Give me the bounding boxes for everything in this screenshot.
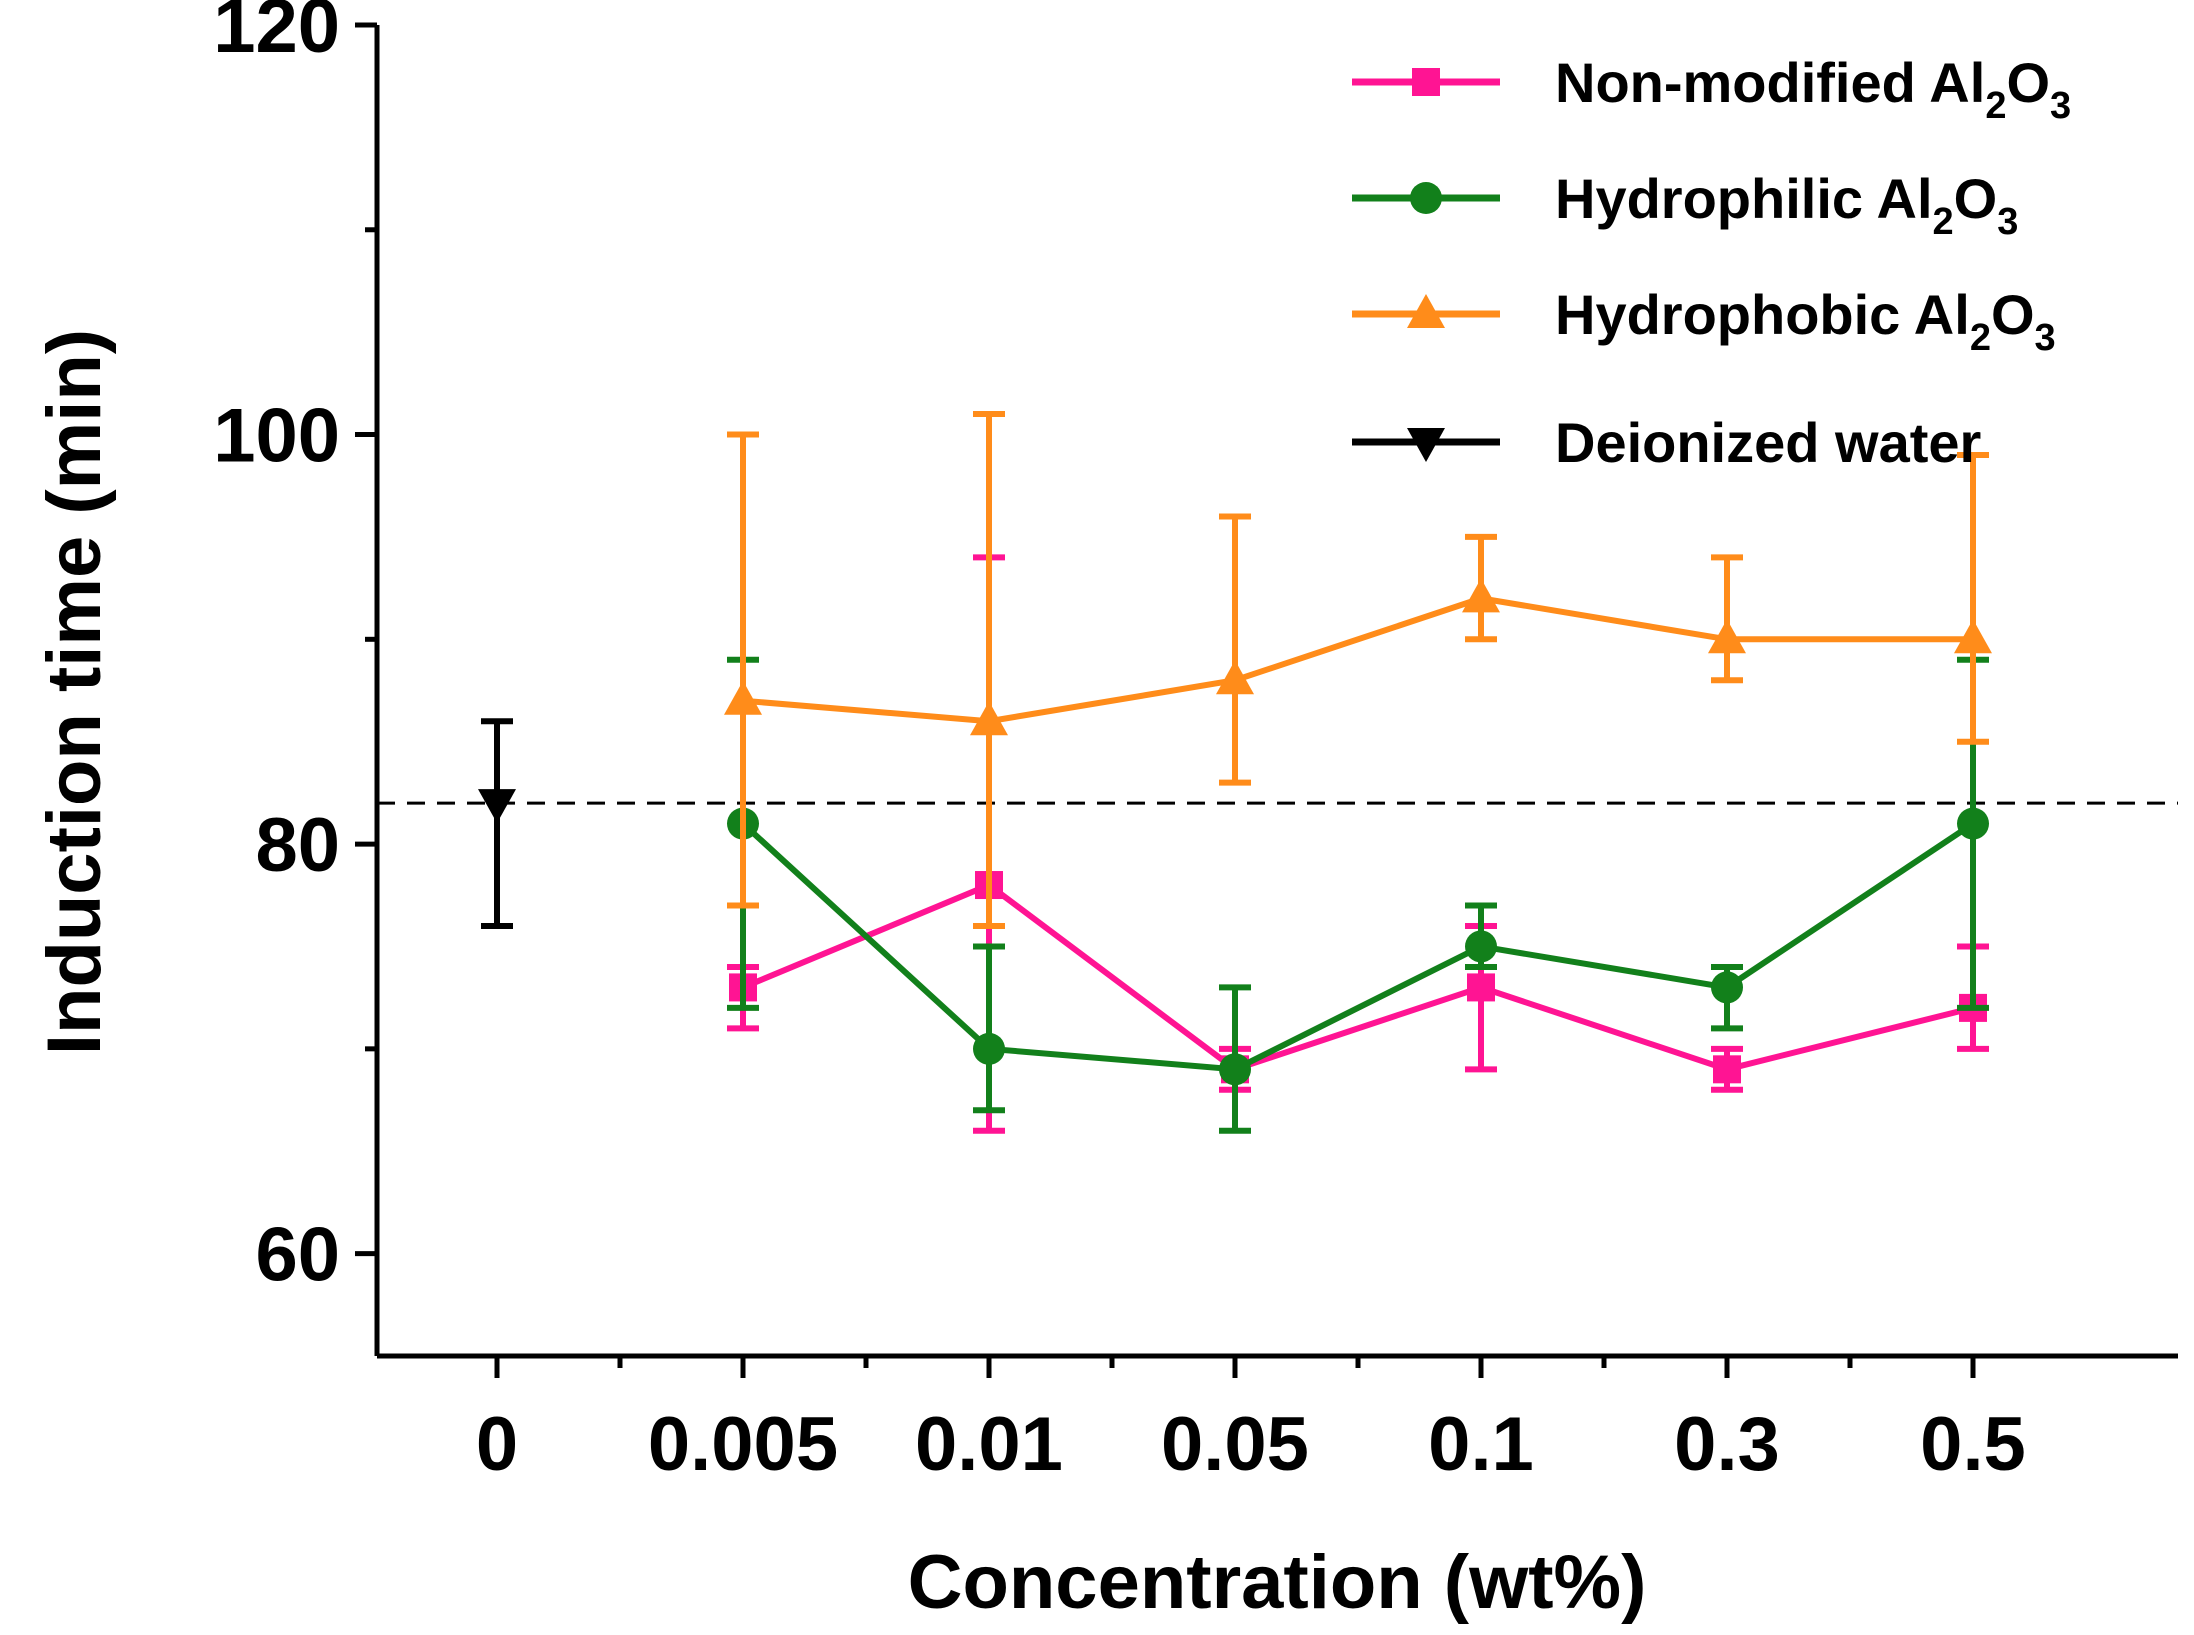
legend-label: Hydrophobic Al2O3 [1555, 283, 2056, 359]
data-point [1216, 660, 1254, 695]
x-tick-label: 0.05 [1161, 1402, 1309, 1487]
data-point [724, 680, 762, 715]
x-tick-label: 0.3 [1674, 1402, 1780, 1487]
x-axis-title: Concentration (wt%) [908, 1540, 1647, 1625]
data-point [1462, 578, 1500, 613]
legend-item: Non-modified Al2O3 [1352, 51, 2071, 127]
series-layer [478, 411, 1992, 1134]
y-axis-title: Induction time (min) [32, 329, 117, 1055]
y-tick-label: 80 [255, 803, 340, 888]
legend-item: Deionized water [1352, 411, 1981, 474]
data-point [1711, 971, 1743, 1004]
legend-marker [1410, 182, 1442, 214]
y-tick-label: 120 [213, 0, 340, 69]
legend-marker [1407, 428, 1445, 462]
series-line [742, 595, 1973, 725]
data-point [1957, 807, 1989, 840]
x-ticks: 0 0.005 0.01 0.05 0.1 0.3 0.5 [476, 1356, 2026, 1487]
data-point [973, 1032, 1005, 1065]
legend-marker [1407, 294, 1445, 328]
y-ticks: 60 80 100 120 [213, 0, 377, 1298]
y-tick-label: 60 [255, 1213, 340, 1298]
data-point [1219, 1053, 1251, 1086]
series-line [741, 881, 1974, 1073]
series-non-modified-al2o3 [727, 554, 1989, 1134]
y-tick-label: 100 [213, 394, 340, 479]
data-point [1465, 930, 1497, 963]
legend-label: Deionized water [1555, 411, 1981, 474]
data-point [970, 701, 1008, 736]
series-hydrophilic-al2o3 [727, 656, 1989, 1134]
legend-item: Hydrophilic Al2O3 [1352, 167, 2018, 243]
data-point [1467, 973, 1495, 1002]
legend-item: Hydrophobic Al2O3 [1352, 283, 2056, 359]
x-tick-label: 0.1 [1428, 1402, 1534, 1487]
data-point [478, 789, 516, 824]
data-point [1713, 1055, 1741, 1084]
x-tick-label: 0 [476, 1402, 518, 1487]
series-line [740, 821, 1975, 1073]
series-deionized-water [478, 718, 516, 929]
axes [374, 25, 2178, 1359]
x-tick-label: 0.01 [915, 1402, 1063, 1487]
series-hydrophobic-al2o3 [724, 411, 1992, 929]
legend-marker [1412, 68, 1440, 96]
data-point [1708, 619, 1746, 654]
x-tick-label: 0.5 [1920, 1402, 2026, 1487]
data-point [1954, 619, 1992, 654]
x-tick-label: 0.005 [648, 1402, 838, 1487]
legend-label: Non-modified Al2O3 [1555, 51, 2071, 127]
legend-label: Hydrophilic Al2O3 [1555, 167, 2018, 243]
legend: Non-modified Al2O3 Hydrophilic Al2O3 Hydro… [1352, 51, 2071, 474]
